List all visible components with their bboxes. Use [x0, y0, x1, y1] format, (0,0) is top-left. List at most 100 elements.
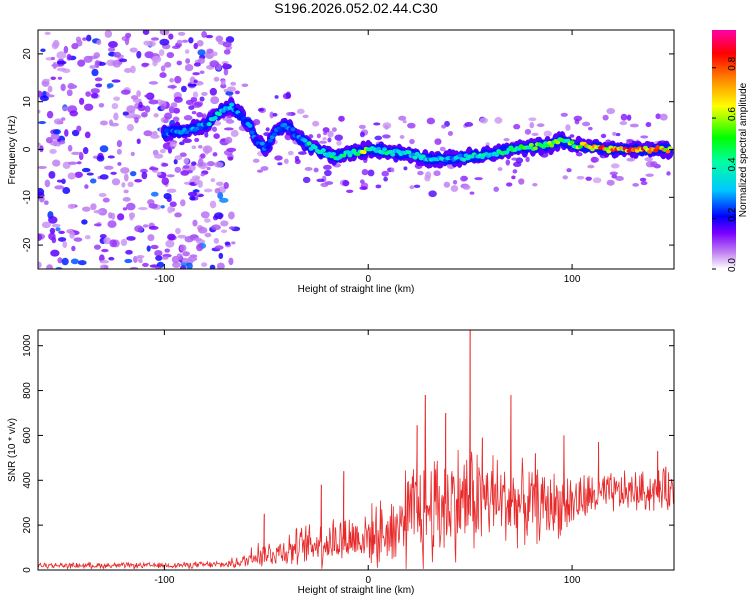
ridge-halo-blob [511, 175, 516, 180]
noise-blob [203, 188, 213, 193]
noise-blob [81, 219, 88, 225]
noise-blob [149, 167, 159, 171]
colorbar-tick-label: 0.2 [727, 207, 738, 221]
ridge-halo-blob [428, 190, 437, 198]
ridge-halo-blob [320, 182, 329, 187]
snr-xtick-label: -100 [154, 575, 174, 586]
ridge-halo-blob [312, 120, 320, 127]
ridge-core [198, 125, 204, 130]
noise-blob [197, 49, 206, 56]
noise-blob [94, 77, 103, 82]
ridge-halo-blob [632, 183, 639, 187]
noise-blob [197, 226, 208, 234]
noise-blob [205, 34, 214, 39]
ridge-halo-blob [373, 122, 381, 126]
ridge-core [331, 151, 337, 156]
ridge-halo-blob [374, 135, 383, 141]
noise-blob [197, 57, 206, 64]
noise-blob [48, 216, 58, 224]
ridge-core [380, 150, 385, 155]
noise-blob [165, 239, 175, 248]
ridge-halo-blob [606, 107, 616, 115]
noise-blob [111, 178, 121, 186]
noise-blob [223, 181, 229, 190]
noise-blob [118, 58, 128, 63]
noise-blob [150, 244, 159, 250]
noise-blob [206, 166, 211, 171]
noise-blob [200, 211, 210, 219]
ridge-halo-blob [611, 174, 618, 179]
ridge-core [504, 150, 510, 155]
ridge-halo-blob [287, 150, 294, 156]
noise-blob [155, 266, 161, 269]
noise-blob [90, 92, 99, 99]
ridge-halo-blob [361, 169, 369, 176]
noise-blob [110, 171, 117, 175]
noise-blob [156, 171, 162, 176]
noise-blob [116, 213, 125, 221]
ridge-core [341, 153, 347, 158]
ridge-halo-blob [358, 124, 366, 129]
ridge-halo-blob [398, 115, 407, 121]
noise-blob [206, 160, 215, 167]
noise-blob [148, 99, 159, 105]
noise-blob [192, 72, 200, 76]
noise-blob [164, 61, 172, 68]
spectrogram-ytick-label: 0 [22, 146, 33, 152]
noise-blob [223, 127, 234, 131]
ridge-core [577, 144, 583, 149]
noise-blob [214, 161, 224, 168]
ridge-core [259, 141, 265, 146]
noise-blob [214, 187, 221, 194]
noise-blob [129, 47, 138, 53]
ridge-halo-blob [640, 135, 649, 139]
ridge-halo-blob [644, 157, 653, 162]
noise-blob [184, 235, 194, 243]
noise-blob [220, 229, 228, 234]
ridge-core [212, 115, 218, 120]
noise-blob [174, 75, 182, 84]
ridge-halo-blob [590, 156, 599, 163]
ridge-halo-blob [531, 132, 539, 137]
ridge-core [184, 130, 190, 135]
noise-blob [50, 249, 60, 257]
noise-blob [41, 221, 51, 229]
noise-blob [200, 153, 206, 159]
ridge-halo-blob [163, 119, 169, 124]
noise-blob [166, 196, 172, 203]
noise-blob [64, 129, 69, 137]
spectrogram-ylabel: Frequency (Hz) [7, 116, 18, 185]
ridge-core [420, 154, 426, 159]
noise-blob [179, 265, 187, 269]
noise-blob [62, 106, 69, 111]
ridge-core [549, 143, 555, 148]
ridge-halo-blob [316, 133, 321, 139]
noise-blob [132, 256, 138, 264]
noise-blob [174, 166, 182, 173]
noise-blob [66, 89, 73, 97]
noise-blob [116, 148, 122, 155]
noise-blob [50, 133, 60, 140]
noise-blob [123, 189, 129, 194]
colorbar-ticks: 0.0 0.2 0.4 0.6 0.8 [712, 56, 738, 272]
noise-blob [147, 234, 155, 242]
noise-blob [70, 258, 79, 265]
noise-blob [201, 91, 208, 97]
ridge-halo-blob [629, 123, 639, 128]
ridge-halo-blob [302, 176, 311, 184]
noise-blob [187, 256, 198, 262]
ridge-halo-blob [565, 124, 571, 131]
noise-blob [226, 147, 237, 152]
noise-blob [40, 48, 46, 53]
ridge-halo-blob [434, 139, 440, 145]
noise-blob [100, 264, 109, 269]
noise-blob [76, 161, 82, 165]
noise-blob [120, 238, 128, 247]
noise-blob [108, 41, 118, 48]
ridge-halo-blob [447, 130, 454, 136]
noise-blob [75, 36, 82, 43]
ridge-halo-blob [342, 180, 350, 187]
noise-blob [137, 207, 148, 211]
ridge-halo-blob [182, 165, 190, 169]
noise-blob [151, 55, 162, 63]
